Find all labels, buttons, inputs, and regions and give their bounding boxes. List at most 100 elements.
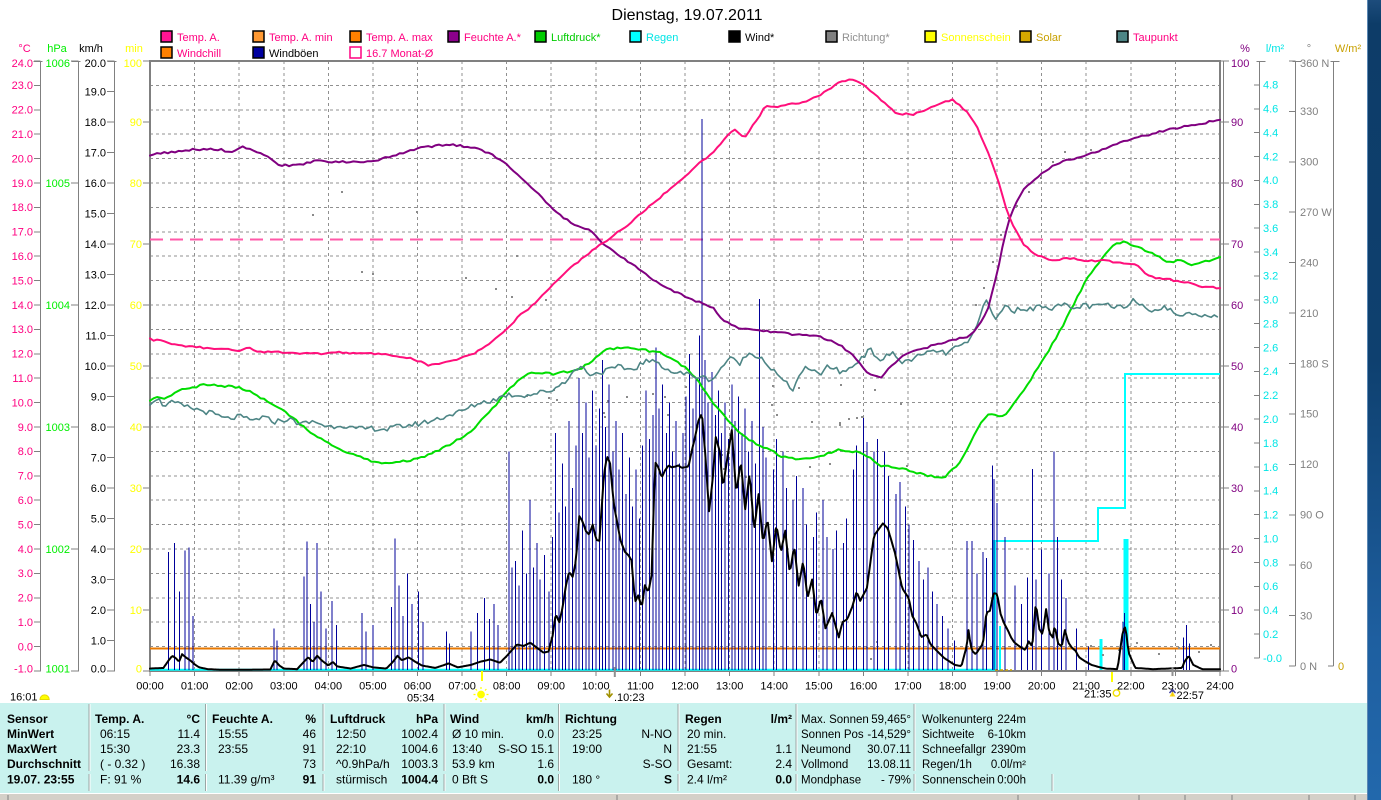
svg-text:14.0: 14.0 (12, 300, 33, 312)
svg-text:50: 50 (1231, 361, 1243, 373)
svg-text:23.3: 23.3 (177, 742, 201, 756)
svg-text:1004: 1004 (46, 300, 70, 312)
svg-text:17.0: 17.0 (85, 147, 106, 159)
svg-text:07:00: 07:00 (448, 681, 476, 693)
svg-text:l/m²: l/m² (771, 712, 792, 726)
svg-text:0: 0 (1338, 661, 1344, 673)
svg-text:53.9 km: 53.9 km (452, 757, 495, 771)
svg-text:3.0: 3.0 (1263, 295, 1278, 307)
svg-text:12.0: 12.0 (85, 300, 106, 312)
svg-text:9.0: 9.0 (18, 422, 33, 434)
svg-text:Regen: Regen (646, 32, 678, 44)
svg-text:2390m: 2390m (991, 744, 1026, 756)
svg-text:1.6: 1.6 (1263, 462, 1278, 474)
svg-text:W/m²: W/m² (1335, 43, 1362, 55)
svg-text:100: 100 (124, 58, 142, 70)
svg-text:16:01: 16:01 (10, 692, 38, 704)
svg-text:19:00: 19:00 (572, 742, 602, 756)
svg-text:18:00: 18:00 (939, 681, 967, 693)
svg-text:100: 100 (1231, 58, 1249, 70)
svg-text:Neumond: Neumond (801, 744, 851, 756)
svg-text:00:00: 00:00 (136, 681, 164, 693)
svg-text:0.0: 0.0 (537, 727, 554, 741)
svg-text:0.4: 0.4 (1263, 605, 1278, 617)
svg-text:20 min.: 20 min. (687, 727, 726, 741)
svg-text:12.0: 12.0 (12, 349, 33, 361)
svg-text:10.0: 10.0 (85, 361, 106, 373)
svg-text:Solar: Solar (1036, 32, 1062, 44)
svg-text:22.0: 22.0 (12, 105, 33, 117)
svg-text:05:00: 05:00 (359, 681, 387, 693)
svg-text:-14,529°: -14,529° (867, 729, 911, 741)
svg-text:0.0: 0.0 (537, 773, 554, 787)
svg-text:23:25: 23:25 (572, 727, 602, 741)
svg-text:4.4: 4.4 (1263, 127, 1278, 139)
svg-text:°C: °C (18, 43, 30, 55)
svg-text:06:15: 06:15 (100, 727, 130, 741)
svg-text:5.0: 5.0 (91, 513, 106, 525)
svg-text:2.4: 2.4 (775, 757, 792, 771)
svg-text:3.0: 3.0 (91, 574, 106, 586)
svg-text:19.0: 19.0 (85, 86, 106, 98)
svg-text:17.0: 17.0 (12, 227, 33, 239)
svg-text:2.4 l/m²: 2.4 l/m² (687, 773, 727, 787)
svg-text:05:34: 05:34 (407, 693, 435, 705)
svg-text:13.0: 13.0 (85, 269, 106, 281)
svg-text:15:55: 15:55 (218, 727, 248, 741)
svg-text:23:55: 23:55 (218, 742, 248, 756)
svg-text:4.0: 4.0 (1263, 175, 1278, 187)
svg-text:30: 30 (1300, 610, 1312, 622)
svg-text:11.4: 11.4 (178, 727, 201, 741)
svg-text:19:00: 19:00 (983, 681, 1011, 693)
svg-text:16.0: 16.0 (12, 251, 33, 263)
svg-text:8.0: 8.0 (18, 446, 33, 458)
svg-text:0.8: 0.8 (1263, 557, 1278, 569)
svg-text:Feuchte A.*: Feuchte A.* (464, 32, 522, 44)
svg-text:6.0: 6.0 (18, 495, 33, 507)
svg-text:0.0: 0.0 (18, 641, 33, 653)
svg-text:20: 20 (1231, 544, 1243, 556)
svg-text:- 79%: - 79% (881, 775, 911, 787)
svg-text:1.0: 1.0 (91, 635, 106, 647)
svg-text:Sonnenschein: Sonnenschein (941, 32, 1011, 44)
svg-text:02:00: 02:00 (225, 681, 253, 693)
svg-text:3.8: 3.8 (1263, 199, 1278, 211)
svg-text:4.0: 4.0 (18, 544, 33, 556)
svg-text:1.2: 1.2 (1263, 510, 1278, 522)
svg-text:1005: 1005 (46, 178, 70, 190)
svg-text:40: 40 (1231, 422, 1243, 434)
svg-text:min: min (125, 43, 143, 55)
svg-text:40: 40 (130, 422, 142, 434)
svg-text:%: % (305, 712, 316, 726)
svg-text:hPa: hPa (47, 43, 67, 55)
svg-text:16:00: 16:00 (850, 681, 878, 693)
svg-text:19.07. 23:55: 19.07. 23:55 (7, 773, 75, 787)
svg-text:22:10: 22:10 (336, 742, 366, 756)
svg-text:90: 90 (130, 117, 142, 129)
svg-text:15.0: 15.0 (12, 275, 33, 287)
svg-text:80: 80 (1231, 178, 1243, 190)
svg-text:3.0: 3.0 (18, 568, 33, 580)
svg-text:14.0: 14.0 (85, 239, 106, 251)
svg-text:03:00: 03:00 (270, 681, 298, 693)
svg-text:13.08.11: 13.08.11 (867, 759, 911, 771)
svg-text:90: 90 (1231, 117, 1243, 129)
svg-text:224m: 224m (997, 714, 1026, 726)
svg-text:Mondphase: Mondphase (801, 775, 861, 787)
svg-text:°C: °C (187, 712, 201, 726)
svg-text:4.8: 4.8 (1263, 80, 1278, 92)
svg-text:Luftdruck*: Luftdruck* (551, 32, 601, 44)
svg-text:0.0: 0.0 (91, 663, 106, 675)
svg-text:1004.6: 1004.6 (401, 742, 438, 756)
svg-text:Temp. A.: Temp. A. (95, 712, 144, 726)
svg-text:MinWert: MinWert (7, 727, 54, 741)
svg-text:1006: 1006 (46, 58, 70, 70)
svg-text:1003: 1003 (46, 422, 70, 434)
svg-text:Windchill: Windchill (177, 48, 221, 60)
svg-text:21:00: 21:00 (1072, 681, 1100, 693)
svg-text:180 °: 180 ° (572, 773, 600, 787)
svg-text:15:00: 15:00 (805, 681, 833, 693)
svg-text:73: 73 (303, 757, 317, 771)
svg-text:km/h: km/h (526, 712, 554, 726)
svg-text:14:00: 14:00 (760, 681, 788, 693)
